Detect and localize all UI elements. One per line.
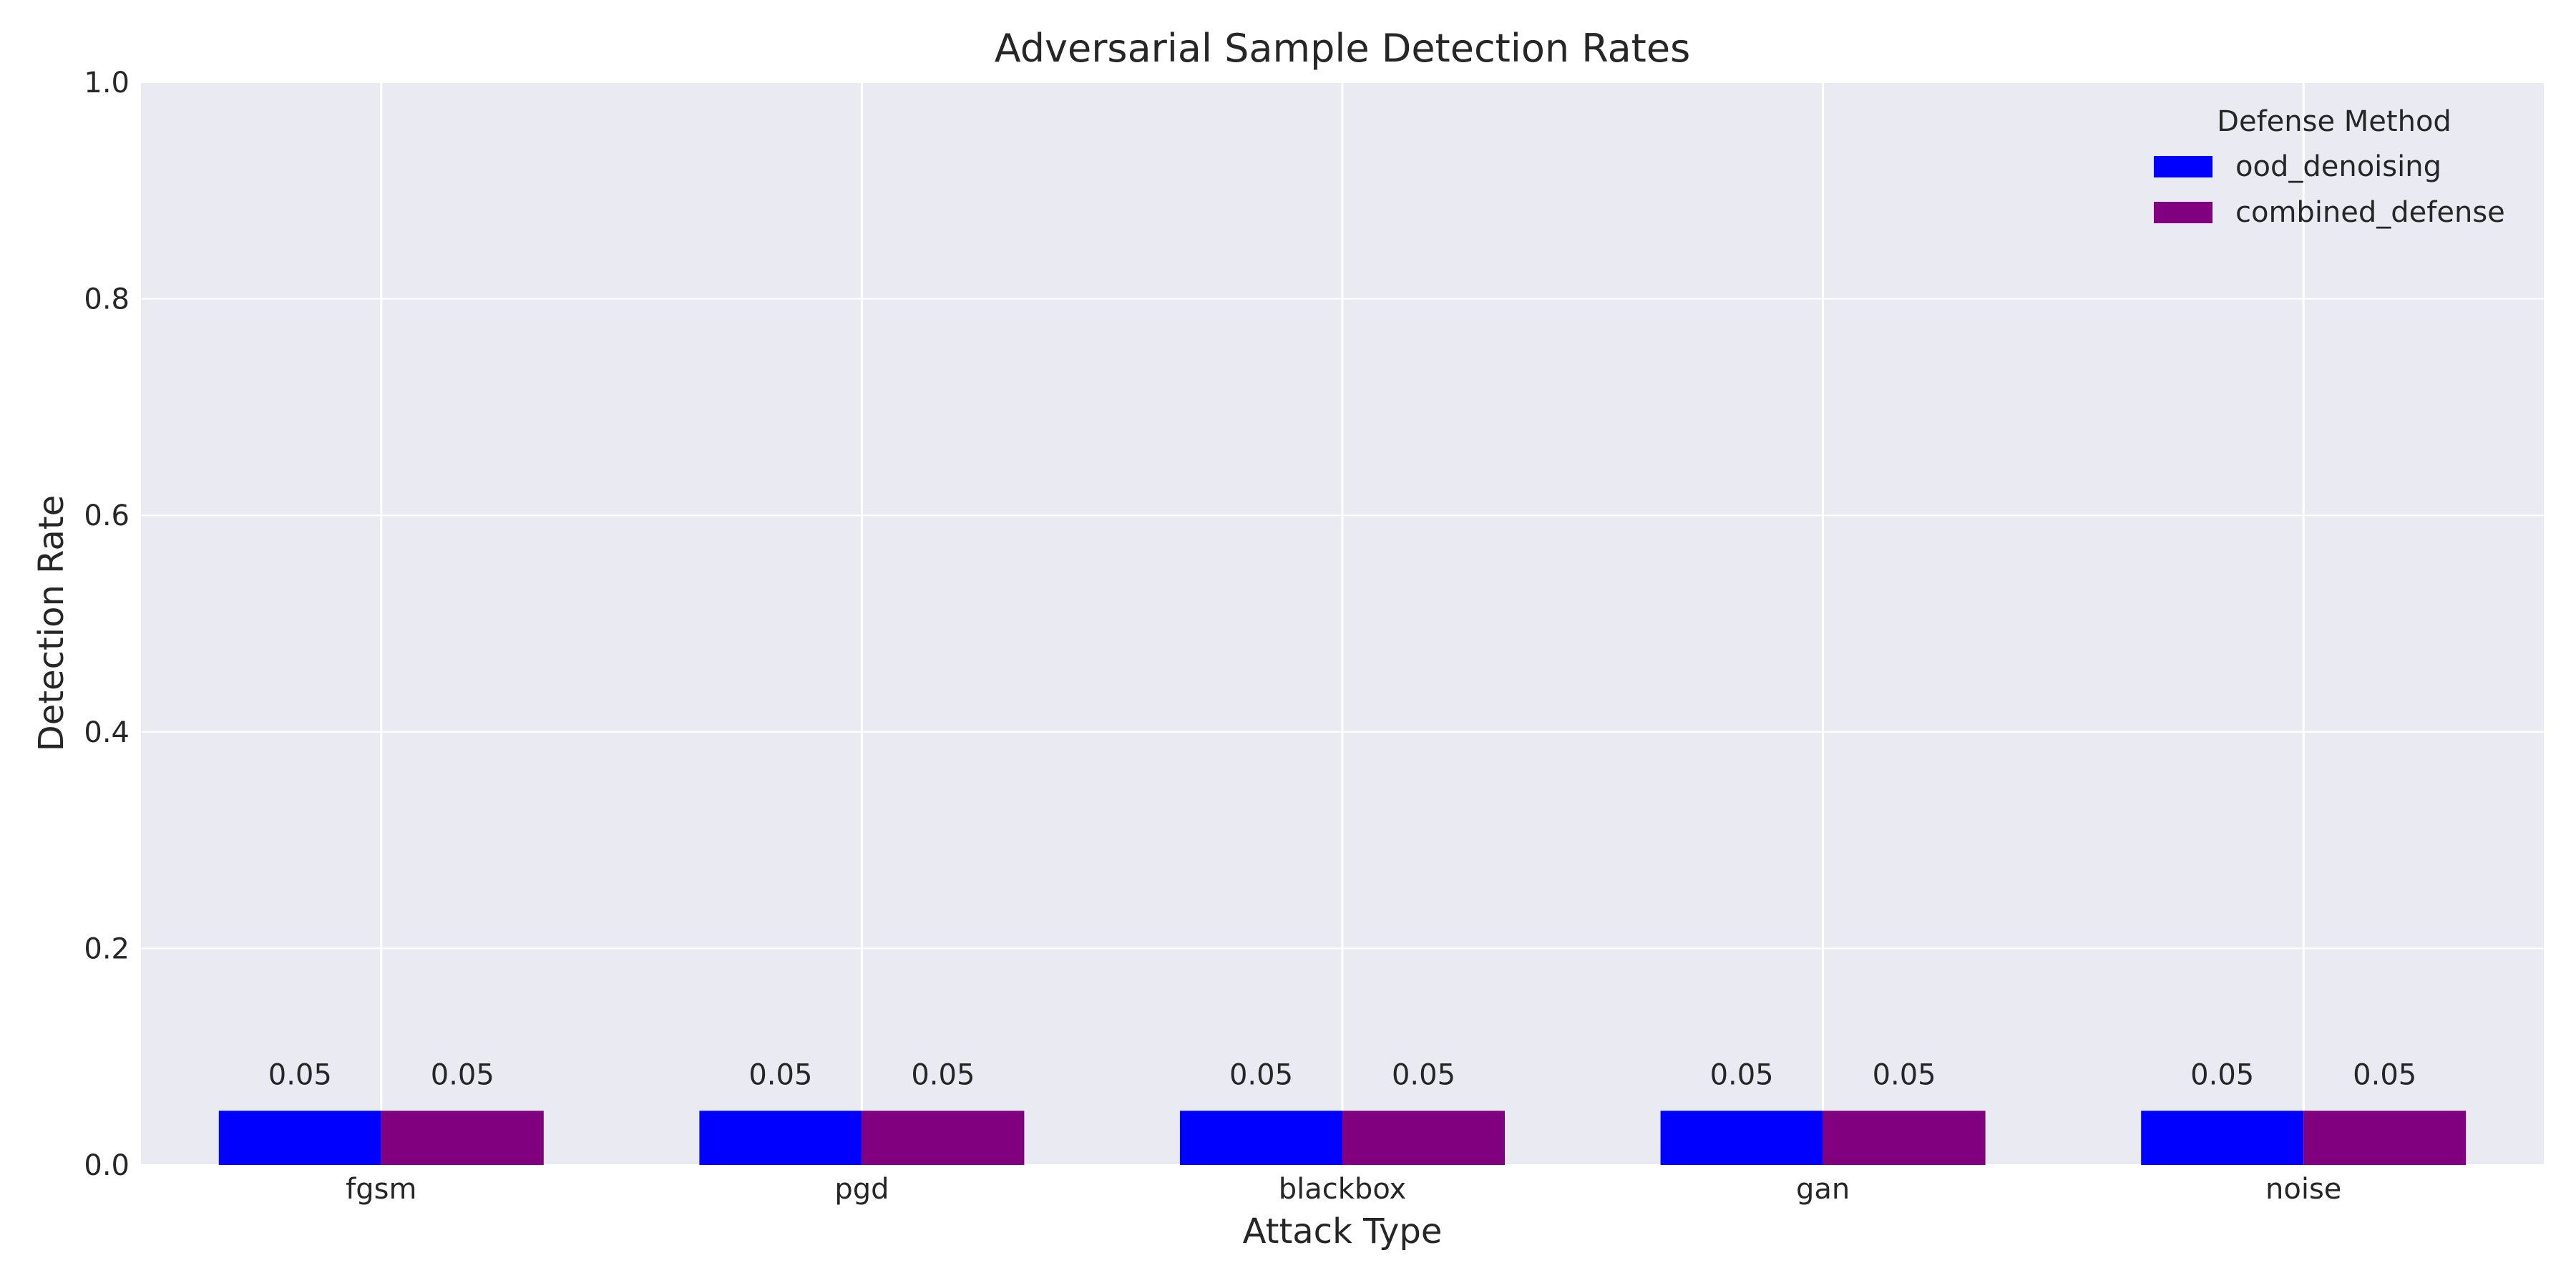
x-tick-label: gan <box>1796 1173 1850 1206</box>
legend-label-ood-denoising: ood_denoising <box>2235 150 2441 183</box>
bars <box>218 1111 2467 1165</box>
data-label: 0.05 <box>1229 1058 1293 1091</box>
bar-ood_denoising-noise <box>2141 1111 2304 1165</box>
y-tick-label: 1.0 <box>84 67 130 99</box>
bar-ood_denoising-pgd <box>699 1111 862 1165</box>
data-label: 0.05 <box>2190 1058 2254 1091</box>
data-label: 0.05 <box>748 1058 812 1091</box>
y-axis-label: Detection Rate <box>31 495 72 752</box>
data-label: 0.05 <box>2353 1058 2416 1091</box>
bar-ood_denoising-gan <box>1660 1111 1823 1165</box>
bar-combined_defense-pgd <box>862 1111 1025 1165</box>
y-tick-labels: 0.0 0.2 0.4 0.6 0.8 1.0 <box>84 67 130 1182</box>
data-label: 0.05 <box>1392 1058 1455 1091</box>
data-label: 0.05 <box>1710 1058 1774 1091</box>
data-label: 0.05 <box>911 1058 975 1091</box>
chart-title: Adversarial Sample Detection Rates <box>995 26 1690 71</box>
y-tick-label: 0.8 <box>84 283 130 316</box>
y-tick-label: 0.6 <box>84 499 130 532</box>
x-tick-label: pgd <box>834 1173 889 1206</box>
legend-swatch-combined-defense <box>2154 202 2212 223</box>
x-tick-labels: fgsm pgd blackbox gan noise <box>346 1173 2341 1206</box>
legend-title: Defense Method <box>2217 105 2451 138</box>
bar-ood_denoising-fgsm <box>218 1111 381 1165</box>
bar-combined_defense-fgsm <box>381 1111 544 1165</box>
x-tick-label: fgsm <box>346 1173 416 1206</box>
x-gridlines <box>380 82 2305 1165</box>
legend-swatch-ood-denoising <box>2154 156 2212 177</box>
data-labels: 0.05 0.05 0.05 0.05 0.05 0.05 0.05 0.05 0.05 0.05 <box>268 1058 2416 1091</box>
bar-combined_defense-gan <box>1823 1111 1986 1165</box>
data-label: 0.05 <box>268 1058 332 1091</box>
y-tick-label: 0.0 <box>84 1149 130 1182</box>
x-axis-label: Attack Type <box>1243 1211 1443 1252</box>
legend-label-combined-defense: combined_defense <box>2235 196 2505 229</box>
legend: Defense Method ood_denoising combined_de… <box>2154 105 2505 229</box>
y-tick-label: 0.4 <box>84 716 130 749</box>
y-tick-label: 0.2 <box>84 932 130 965</box>
bar-ood_denoising-blackbox <box>1180 1111 1342 1165</box>
data-label: 0.05 <box>431 1058 494 1091</box>
bar-combined_defense-noise <box>2303 1111 2467 1165</box>
x-tick-label: noise <box>2265 1173 2341 1206</box>
x-tick-label: blackbox <box>1279 1173 1406 1206</box>
data-label: 0.05 <box>1873 1058 1936 1091</box>
bar-combined_defense-blackbox <box>1342 1111 1505 1165</box>
